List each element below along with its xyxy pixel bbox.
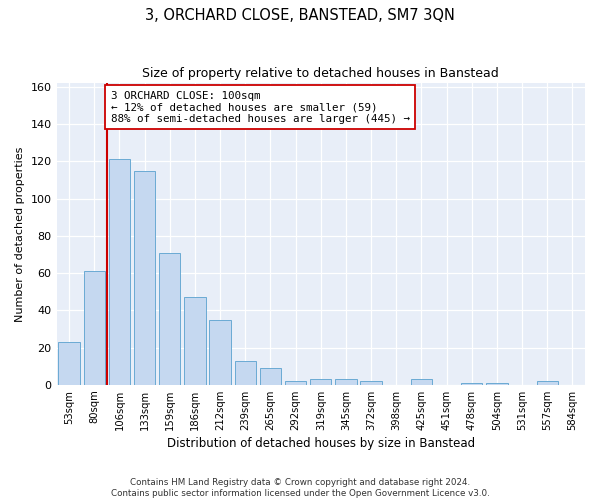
Bar (58, 342, 80, 385)
Bar (159, 252, 181, 385)
Text: Contains HM Land Registry data © Crown copyright and database right 2024.
Contai: Contains HM Land Registry data © Crown c… (110, 478, 490, 498)
Bar (486, 383, 508, 385)
Bar (361, 381, 382, 385)
Bar (411, 379, 432, 385)
X-axis label: Distribution of detached houses by size in Banstead: Distribution of detached houses by size … (167, 437, 475, 450)
Bar (109, 160, 130, 385)
Y-axis label: Number of detached properties: Number of detached properties (15, 146, 25, 322)
Bar (461, 383, 482, 385)
Bar (209, 320, 231, 385)
Text: 3 ORCHARD CLOSE: 100sqm
← 12% of detached houses are smaller (59)
88% of semi-de: 3 ORCHARD CLOSE: 100sqm ← 12% of detache… (110, 90, 410, 124)
Bar (184, 298, 206, 385)
Bar (310, 379, 331, 385)
Title: Size of property relative to detached houses in Banstead: Size of property relative to detached ho… (142, 68, 499, 80)
Bar (134, 170, 155, 385)
Bar (83, 271, 105, 385)
Bar (536, 381, 558, 385)
Bar (335, 379, 356, 385)
Text: 3, ORCHARD CLOSE, BANSTEAD, SM7 3QN: 3, ORCHARD CLOSE, BANSTEAD, SM7 3QN (145, 8, 455, 22)
Bar (285, 381, 307, 385)
Bar (260, 368, 281, 385)
Bar (235, 360, 256, 385)
